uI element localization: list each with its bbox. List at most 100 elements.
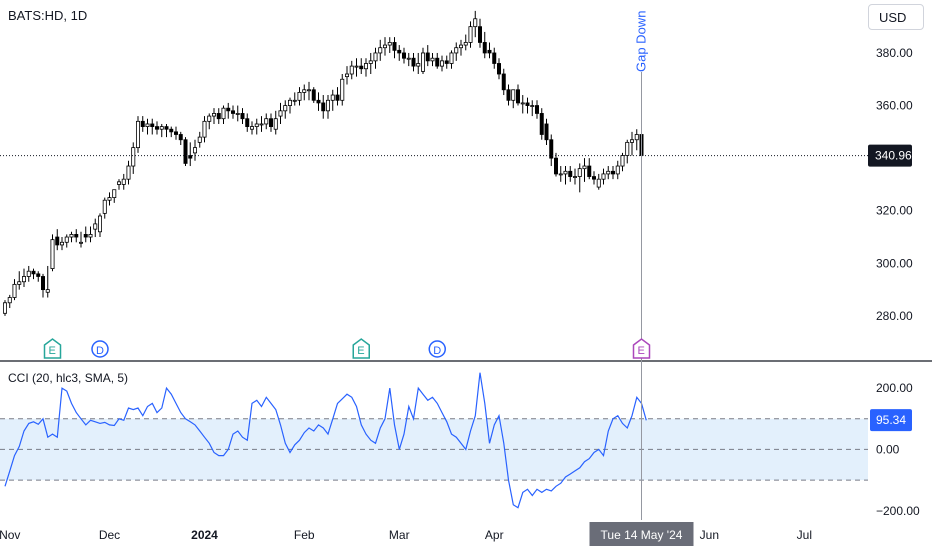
candle-body <box>487 49 492 54</box>
candle-body <box>387 42 392 46</box>
dividend-marker-label: D <box>433 345 441 357</box>
candle-body <box>425 52 430 62</box>
candle-body <box>117 181 122 185</box>
candle-body <box>492 52 497 64</box>
candle-body <box>36 273 41 277</box>
candle-body <box>259 123 264 126</box>
candle-body <box>21 276 26 283</box>
candle-body <box>325 99 330 112</box>
candle-body <box>344 73 349 78</box>
candle-body <box>283 105 288 112</box>
candle-body <box>145 123 150 127</box>
candle-body <box>197 136 202 143</box>
candle-body <box>606 170 611 175</box>
cci-indicator-label[interactable]: CCI (20, hlc3, SMA, 5) <box>8 371 129 385</box>
candle-body <box>611 170 616 175</box>
candle-body <box>392 42 397 51</box>
overlay-layer: 340.96 95.34 Gap Down E D E D E Tue 14 May '24 <box>0 11 912 546</box>
gap-annotation-text: Gap Down <box>634 11 649 72</box>
earnings-marker-label: E <box>49 345 56 357</box>
candle-body <box>363 63 368 70</box>
earnings-marker-label: E <box>638 345 645 357</box>
last-price-label: 340.96 <box>875 149 912 163</box>
candle-body <box>549 139 554 159</box>
cci-tick-label: −200.00 <box>876 504 920 518</box>
candle-body <box>349 65 354 75</box>
dividend-marker <box>428 340 446 358</box>
earnings-marker <box>352 338 370 359</box>
candle-body <box>159 126 164 130</box>
candle-body <box>112 189 117 198</box>
candle-body <box>373 52 378 62</box>
candle-body <box>316 99 321 104</box>
candle-body <box>335 94 340 101</box>
candle-body <box>368 60 373 64</box>
candle-body <box>516 89 521 104</box>
candle-body <box>378 47 383 54</box>
candle-body <box>216 113 221 120</box>
dividend-marker-label: D <box>96 345 104 357</box>
candle-body <box>615 165 620 175</box>
candle-body <box>287 99 292 106</box>
candle-body <box>596 178 601 188</box>
candle-body <box>558 173 563 176</box>
candle-body <box>477 26 482 43</box>
candle-body <box>273 118 278 130</box>
candle-body <box>154 126 159 130</box>
candle-body <box>183 139 188 164</box>
candle-body <box>587 165 592 177</box>
candle-body <box>264 118 269 125</box>
candle-body <box>444 60 449 64</box>
candle-body <box>230 110 235 114</box>
candle-body <box>297 92 302 101</box>
earnings-marker <box>43 338 62 359</box>
cci-tick-label: 200.00 <box>876 381 913 395</box>
candle-body <box>463 42 468 46</box>
price-tick-label: 380.00 <box>876 46 913 60</box>
symbol-title: BATS:HD, 1D <box>8 8 88 23</box>
candle-body <box>235 113 240 115</box>
candle-body <box>592 176 597 180</box>
candle-body <box>164 126 169 130</box>
candle-body <box>69 234 74 238</box>
candle-body <box>107 197 112 201</box>
candle-body <box>601 173 606 180</box>
candle-body <box>506 89 511 101</box>
candle-body <box>630 139 635 143</box>
price-tick-label: 320.00 <box>876 204 913 218</box>
candle-body <box>292 99 297 102</box>
currency-button[interactable]: USD <box>868 4 924 30</box>
candle-body <box>268 118 273 127</box>
candle-body <box>17 281 22 285</box>
candle-body <box>7 297 12 304</box>
candle-body <box>55 236 60 246</box>
dividend-marker <box>91 340 109 358</box>
candle-body <box>207 115 212 122</box>
candle-body <box>525 102 530 106</box>
candle-body <box>192 147 197 154</box>
candle-body <box>98 215 103 233</box>
last-cci-label: 95.34 <box>876 413 906 427</box>
candle-body <box>254 123 259 127</box>
candle-body <box>88 234 93 238</box>
price-tick-label: 300.00 <box>876 256 913 270</box>
cci-series <box>4 372 647 509</box>
crosshair-date-label: Tue 14 May '24 <box>601 528 683 542</box>
candle-body <box>41 276 46 291</box>
candle-body <box>302 89 307 93</box>
candle-body <box>520 102 525 105</box>
candle-body <box>202 120 207 138</box>
candle-body <box>359 65 364 70</box>
candle-body <box>511 89 516 101</box>
last-cci-tag <box>870 409 912 432</box>
candle-body <box>83 234 88 238</box>
time-tick-label: Jun <box>700 528 719 542</box>
candle-body <box>126 165 131 180</box>
candle-body <box>340 78 345 101</box>
candle-body <box>173 131 178 135</box>
candle-body <box>102 199 107 214</box>
candle-body <box>620 155 625 167</box>
candle-body <box>131 147 136 167</box>
